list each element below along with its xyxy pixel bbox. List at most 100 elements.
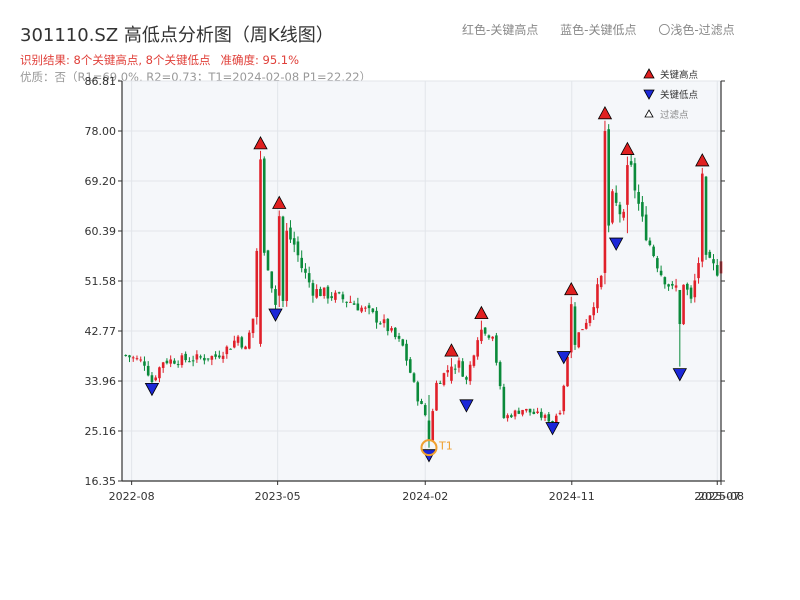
key-high-marker <box>620 141 635 155</box>
candle-body <box>622 211 625 218</box>
candle-body <box>247 332 251 349</box>
candle-body <box>536 411 539 414</box>
candle-body <box>180 355 184 366</box>
candle-body <box>285 230 289 301</box>
candle-body <box>476 340 479 357</box>
key-high-marker <box>444 343 459 357</box>
candle-body <box>281 216 285 301</box>
marker-legend-high-label: 关键高点 <box>660 70 699 81</box>
candle-body <box>611 191 614 223</box>
candle-body <box>390 328 393 331</box>
key-low-marker <box>556 351 571 365</box>
candle-body <box>367 305 371 309</box>
candle-body <box>465 377 468 380</box>
candle-body <box>562 385 566 412</box>
candle-body <box>693 280 697 298</box>
triangle-down-icon <box>643 89 655 100</box>
candle-body <box>188 361 191 363</box>
candle-body <box>461 361 464 377</box>
candles-group <box>124 120 723 448</box>
candle-body <box>577 332 581 348</box>
candle-body <box>386 318 390 332</box>
candle-body <box>349 301 352 303</box>
t1-circle <box>420 439 438 457</box>
candle-body <box>689 287 693 299</box>
y-tick-label: 51.58 <box>85 275 117 288</box>
legend-faded-filtered: 〇浅色-过滤点 <box>658 23 735 37</box>
y-tick-label: 60.39 <box>85 225 117 238</box>
candle-body <box>206 358 210 360</box>
candle-body <box>581 329 584 331</box>
candle-body <box>599 275 603 288</box>
candle-body <box>311 283 315 296</box>
key-low-marker <box>144 382 160 397</box>
candle-body <box>431 411 435 441</box>
candle-body <box>319 288 322 297</box>
x-tick-label: 2025-08 <box>698 490 744 503</box>
t1-label: T1 <box>438 440 453 453</box>
candle-body <box>633 163 637 191</box>
key-high-marker <box>253 136 268 150</box>
candle-body <box>667 284 670 287</box>
candle-body <box>607 129 610 226</box>
candle-body <box>472 355 476 366</box>
candle-body <box>330 296 333 299</box>
candle-body <box>525 408 528 411</box>
candle-body <box>547 414 551 422</box>
candle-body <box>416 382 420 402</box>
candle-body <box>255 250 259 318</box>
marker-legend-filtered: 过滤点 <box>643 104 698 124</box>
key-low-marker <box>672 368 687 382</box>
y-tick-label: 25.16 <box>85 425 117 438</box>
candle-body <box>427 420 431 441</box>
candle-body <box>674 285 678 288</box>
candle-body <box>165 360 169 364</box>
key-high-marker <box>597 105 613 120</box>
x-tick-label: 2024-11 <box>549 490 595 503</box>
candle-body <box>712 259 715 264</box>
candle-body <box>124 354 128 356</box>
candle-body <box>240 337 244 348</box>
candle-body <box>405 343 408 361</box>
candle-body <box>131 357 135 359</box>
candle-body <box>154 377 157 381</box>
candle-body <box>169 359 172 364</box>
candle-body <box>491 336 494 339</box>
candle-body <box>629 161 633 165</box>
candle-body <box>652 246 655 257</box>
candle-body <box>307 273 311 283</box>
candle-body <box>483 327 487 334</box>
candle-body <box>199 356 202 358</box>
candle-body <box>498 362 502 387</box>
candle-body <box>678 289 682 325</box>
candle-body <box>292 238 296 245</box>
candle-body <box>408 359 412 373</box>
candle-body <box>128 355 131 358</box>
candle-body <box>584 322 588 329</box>
candle-body <box>221 355 225 359</box>
result-line: 识别结果: 8个关键高点, 8个关键低点 准确度: 95.1% <box>20 52 299 68</box>
candle-body <box>334 292 337 300</box>
candle-body <box>322 287 326 296</box>
candle-body <box>554 415 558 423</box>
candle-body <box>502 386 506 418</box>
candle-body <box>173 360 176 364</box>
key-low-marker <box>609 237 624 251</box>
marker-legend-filtered-label: 过滤点 <box>660 110 689 121</box>
candle-body <box>296 241 300 256</box>
key-high-marker <box>272 195 287 209</box>
candle-body <box>573 306 577 345</box>
x-tick-label: 2025-07 <box>694 490 740 503</box>
key-low-marker <box>545 422 560 436</box>
candle-body <box>588 315 592 324</box>
candle-body <box>184 353 187 361</box>
candle-body <box>671 283 674 286</box>
candle-body <box>708 251 712 258</box>
candle-body <box>203 357 206 361</box>
candle-body <box>686 283 689 290</box>
candle-body <box>704 176 708 255</box>
candle-body <box>300 257 303 269</box>
candle-body <box>379 323 382 325</box>
marker-legend: 关键高点 关键低点 过滤点 <box>643 64 698 124</box>
